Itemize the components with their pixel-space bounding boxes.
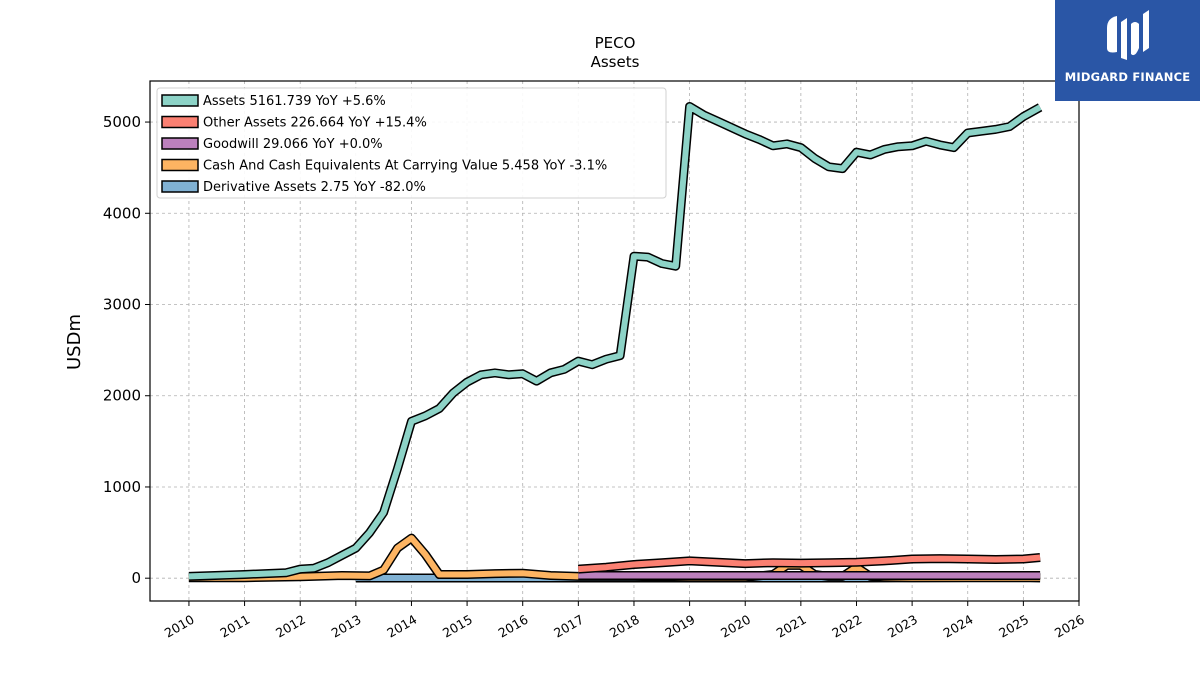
x-tick-label: 2013 [329, 612, 364, 641]
logo: MIDGARD FINANCE [1055, 0, 1200, 101]
x-ticks: 2010 2011 2012 2013 2014 2015 2016 2017 2018 2019… [162, 601, 1087, 641]
legend-swatch-2 [161, 137, 199, 150]
legend-label-4: Derivative Assets 2.75 YoY -82.0% [203, 180, 426, 195]
x-tick-label: 2020 [718, 612, 753, 641]
legend-label-2: Goodwill 29.066 YoY +0.0% [203, 137, 383, 152]
chart-title: PECO [595, 34, 636, 52]
x-tick-label: 2018 [607, 612, 642, 641]
x-tick-label: 2010 [162, 612, 197, 641]
x-tick-label: 2011 [217, 612, 252, 641]
legend-label-1: Other Assets 226.664 YoY +15.4% [203, 116, 427, 131]
legend-label-3: Cash And Cash Equivalents At Carrying Va… [203, 159, 607, 174]
x-tick-label: 2016 [496, 612, 531, 641]
x-tick-label: 2022 [829, 612, 864, 641]
x-tick-label: 2021 [774, 612, 809, 641]
y-ticks: 0 1000 2000 3000 4000 5000 [103, 113, 150, 587]
y-tick-label: 5000 [103, 113, 141, 131]
midgard-logo-icon [1107, 10, 1149, 60]
x-tick-label: 2014 [384, 612, 419, 641]
plot-frame [149, 80, 1080, 602]
chart-subtitle: Assets [591, 53, 640, 71]
x-tick-label: 2012 [273, 612, 308, 641]
x-tick-label: 2019 [662, 612, 697, 641]
series-line-0 [188, 103, 1042, 580]
legend: Assets 5161.739 YoY +5.6% Other Assets 22… [156, 87, 667, 199]
legend-swatch-3 [161, 158, 199, 172]
y-axis-label: USDm [64, 314, 85, 370]
y-tick-label: 4000 [103, 204, 141, 222]
y-tick-label: 2000 [103, 387, 141, 405]
x-tick-label: 2025 [996, 612, 1031, 641]
x-tick-label: 2026 [1052, 612, 1087, 641]
y-tick-label: 3000 [103, 296, 141, 314]
x-tick-label: 2023 [885, 612, 920, 641]
x-tick-label: 2015 [440, 612, 475, 641]
series-layer [188, 102, 1043, 583]
series-line-1 [578, 554, 1041, 573]
y-tick-label: 1000 [103, 478, 141, 496]
x-tick-label: 2017 [551, 612, 586, 641]
y-tick-label: 0 [131, 569, 141, 587]
logo-text: MIDGARD FINANCE [1064, 70, 1191, 84]
legend-label-0: Assets 5161.739 YoY +5.6% [203, 94, 386, 109]
legend-swatch-1 [161, 115, 199, 129]
legend-box [156, 87, 667, 199]
legend-swatch-0 [161, 94, 199, 107]
legend-swatch-4 [161, 180, 199, 193]
x-tick-label: 2024 [941, 612, 976, 641]
